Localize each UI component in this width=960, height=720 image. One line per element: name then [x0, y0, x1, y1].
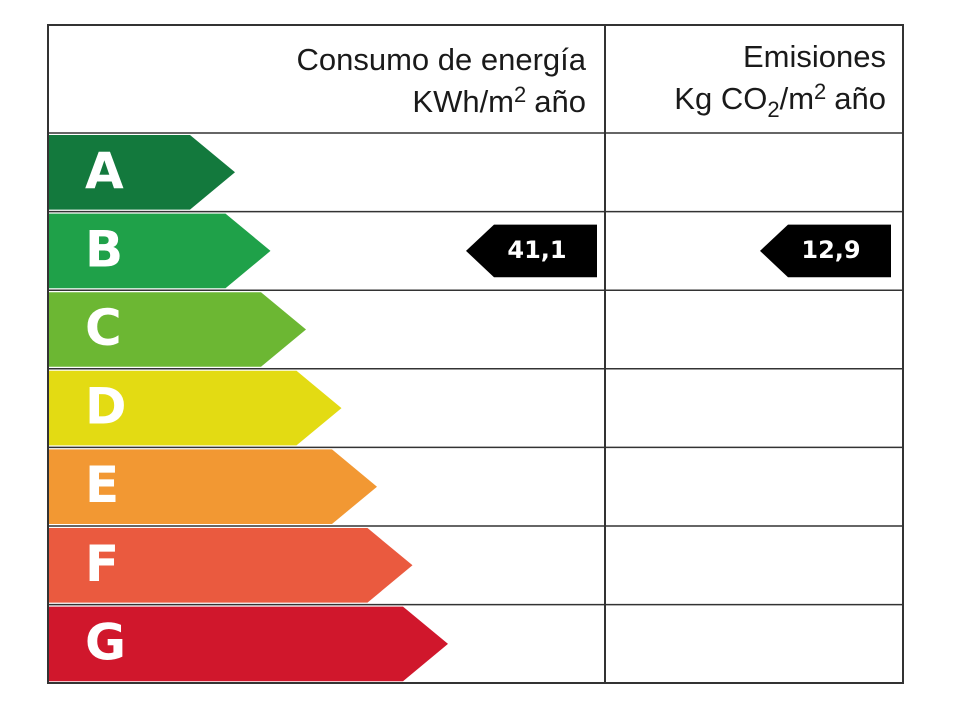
emissions-title: Emisiones	[743, 39, 886, 74]
unit-part: /m	[780, 81, 814, 116]
rating-letter: A	[85, 142, 124, 200]
rating-letter: E	[85, 456, 119, 514]
unit-part: Kg CO	[674, 81, 767, 116]
rating-letter: G	[85, 613, 126, 671]
rating-arrow	[49, 528, 413, 603]
rating-arrow	[49, 292, 306, 367]
value-indicator	[466, 224, 597, 278]
rating-arrow	[49, 213, 271, 289]
unit-part: año	[834, 81, 886, 116]
value-indicator	[760, 224, 891, 278]
rating-arrow	[49, 370, 342, 446]
rating-arrow	[49, 606, 448, 682]
rating-letter: C	[85, 299, 122, 357]
rating-arrow	[49, 135, 235, 210]
unit-part: KWh/m	[412, 84, 514, 119]
emissions-unit: Kg CO2/m2 año	[674, 79, 886, 122]
unit-sup: 2	[814, 79, 826, 104]
unit-sup: 2	[514, 82, 526, 107]
energy-title: Consumo de energía	[296, 42, 586, 77]
energy-unit: KWh/m2 año	[412, 82, 586, 119]
unit-part: año	[534, 84, 586, 119]
rating-letter: B	[85, 220, 123, 278]
rating-letter: F	[85, 535, 119, 593]
unit-sub: 2	[767, 97, 779, 122]
indicator-value: 12,9	[801, 236, 860, 264]
rating-arrow	[49, 449, 377, 524]
indicator-value: 41,1	[507, 236, 566, 264]
rating-letter: D	[85, 378, 127, 436]
